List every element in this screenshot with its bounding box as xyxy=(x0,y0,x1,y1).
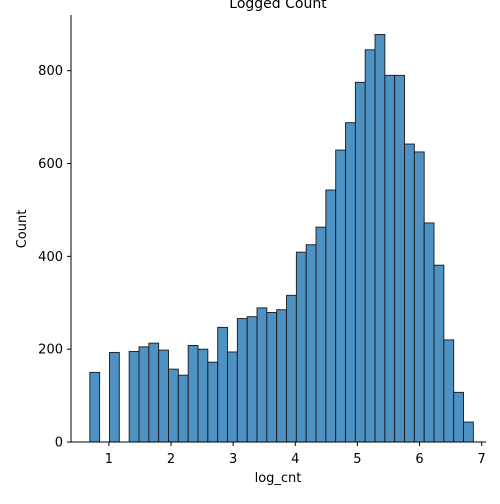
histogram-bar xyxy=(423,222,435,443)
y-tick-label: 200 xyxy=(38,343,63,358)
x-tick-label: 5 xyxy=(353,452,361,467)
x-tick-label: 3 xyxy=(229,452,237,467)
histogram-bar xyxy=(364,49,376,443)
histogram-bar xyxy=(256,307,268,443)
x-tick-label: 2 xyxy=(167,452,175,467)
x-axis-label: log_cnt xyxy=(255,471,302,486)
y-tick-label: 0 xyxy=(55,436,63,451)
y-tick-label: 600 xyxy=(38,157,63,172)
bars-layer xyxy=(89,34,474,443)
histogram-bar xyxy=(177,374,189,443)
histogram-bar xyxy=(345,122,356,443)
histogram-bar xyxy=(394,74,405,443)
y-tick-label: 800 xyxy=(38,64,63,79)
histogram-bar xyxy=(236,318,248,443)
histogram-bar xyxy=(443,339,455,443)
histogram-bar xyxy=(138,346,150,443)
histogram-bar xyxy=(413,151,425,443)
histogram-bar xyxy=(384,74,396,443)
x-tick-label: 7 xyxy=(478,452,486,467)
histogram-bar xyxy=(168,368,179,443)
histogram-bar xyxy=(453,391,464,443)
histogram-bar xyxy=(217,326,228,443)
histogram-bar xyxy=(335,149,346,443)
histogram-bar xyxy=(187,345,199,443)
histogram-bar xyxy=(109,351,120,443)
histogram-bar xyxy=(128,351,140,443)
histogram-bar xyxy=(158,349,169,443)
x-tick-label: 1 xyxy=(105,452,113,467)
histogram-bar xyxy=(276,309,287,443)
histogram-bar xyxy=(246,316,258,443)
histogram-bar xyxy=(354,81,366,443)
y-ticks-layer: 0 200 400 600 800 xyxy=(38,64,71,451)
axes-layer xyxy=(70,15,486,443)
y-axis-label: Count xyxy=(15,210,30,249)
histogram-bar xyxy=(305,244,317,443)
histogram-bar xyxy=(463,421,474,443)
histogram-bar xyxy=(433,264,445,443)
histogram-bar xyxy=(374,34,386,443)
histogram-bar xyxy=(315,226,327,443)
histogram-bar xyxy=(197,348,209,443)
x-tick-label: 4 xyxy=(291,452,299,467)
chart-title: Logged Count xyxy=(229,0,327,12)
histogram-bar xyxy=(89,371,101,443)
histogram-bar xyxy=(266,312,278,443)
histogram-bar xyxy=(286,294,297,443)
histogram-bar xyxy=(227,351,238,443)
y-tick-label: 400 xyxy=(38,250,63,265)
histogram-bar xyxy=(148,342,160,443)
histogram-bar xyxy=(295,251,307,443)
x-tick-label: 6 xyxy=(415,452,423,467)
histogram-bar xyxy=(404,143,415,443)
histogram-bar xyxy=(325,189,337,443)
histogram-bar xyxy=(207,361,219,443)
x-ticks-layer: 1 2 3 4 5 6 7 xyxy=(105,442,486,467)
